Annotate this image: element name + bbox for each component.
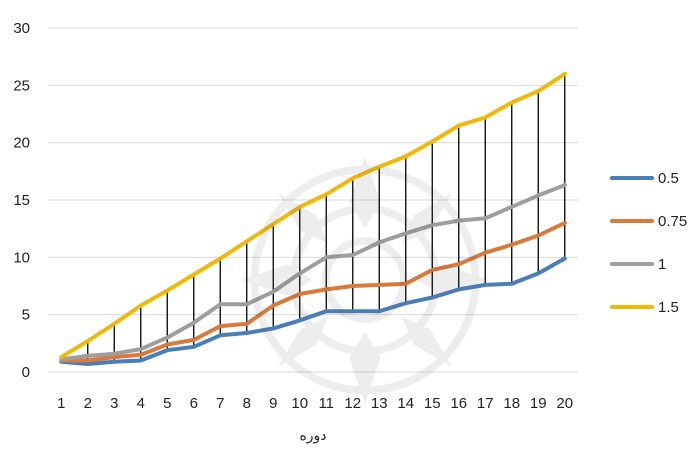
y-tick-label-0: 0 (22, 364, 30, 381)
x-tick-label-15: 15 (424, 395, 441, 412)
x-axis-ticks: 1 2 3 4 5 6 7 8 9 10 11 12 13 14 15 16 17 18 19 20 (57, 395, 573, 412)
x-tick-label-6: 6 (190, 395, 198, 412)
legend-label-1.5: 1.5 (658, 299, 679, 316)
legend: 0.5 0.75 1 1.5 (610, 170, 687, 316)
x-tick-label-13: 13 (371, 395, 388, 412)
x-tick-label-20: 20 (556, 395, 573, 412)
y-tick-label-5: 5 (22, 307, 30, 324)
x-tick-label-2: 2 (84, 395, 92, 412)
x-tick-label-7: 7 (216, 395, 224, 412)
legend-label-0.5: 0.5 (658, 170, 679, 187)
y-tick-label-30: 30 (13, 20, 30, 37)
series-line-1 (59, 183, 567, 362)
x-tick-label-8: 8 (243, 395, 251, 412)
y-tick-label-10: 10 (13, 249, 30, 266)
x-tick-label-12: 12 (344, 395, 361, 412)
x-tick-label-4: 4 (137, 395, 145, 412)
legend-label-0.75: 0.75 (658, 213, 687, 230)
series-line-0.75 (59, 220, 567, 363)
series-line-1.5 (59, 71, 567, 360)
x-tick-label-14: 14 (397, 395, 414, 412)
series-line-0.5 (59, 256, 567, 366)
y-tick-label-20: 20 (13, 135, 30, 152)
y-tick-label-25: 25 (13, 77, 30, 94)
legend-label-1: 1 (658, 256, 666, 273)
x-axis-title: دوره (299, 428, 326, 444)
x-tick-label-18: 18 (503, 395, 520, 412)
y-axis-ticks: 0 5 10 15 20 25 30 (13, 20, 30, 381)
x-tick-label-9: 9 (269, 395, 277, 412)
y-tick-label-15: 15 (13, 192, 30, 209)
x-tick-label-10: 10 (291, 395, 308, 412)
x-tick-label-11: 11 (318, 395, 334, 412)
gridlines (48, 27, 578, 373)
x-tick-label-17: 17 (477, 395, 494, 412)
x-tick-label-1: 1 (57, 395, 65, 412)
x-tick-label-16: 16 (450, 395, 467, 412)
x-tick-label-5: 5 (163, 395, 171, 412)
high-low-lines (60, 73, 566, 364)
x-tick-label-19: 19 (530, 395, 547, 412)
x-tick-label-3: 3 (110, 395, 118, 412)
series-lines (59, 71, 567, 366)
